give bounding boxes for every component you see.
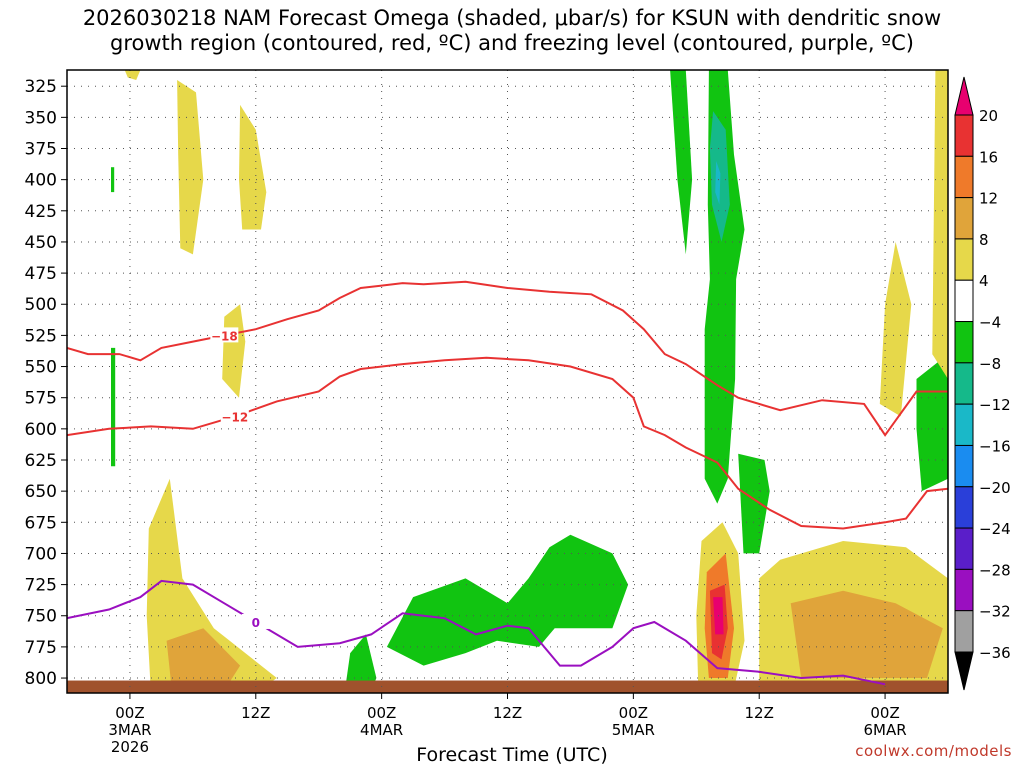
x-tick-year: 2026	[111, 738, 149, 756]
y-tick-label: 700	[25, 544, 57, 564]
y-tick-label: 550	[25, 358, 57, 378]
contour-label-dgz-minus12: −12	[221, 410, 248, 424]
colorbar-swatch	[954, 279, 974, 323]
y-tick-label: 800	[25, 669, 57, 689]
plot-area: −18 −12 0	[67, 70, 948, 693]
colorbar-swatch	[954, 155, 974, 199]
chart-title: 2026030218 NAM Forecast Omega (shaded, μ…	[0, 6, 1024, 56]
colorbar-label: −28	[979, 561, 1011, 579]
x-tick-label: 12Z	[241, 704, 270, 722]
y-tick-label: 650	[25, 482, 57, 502]
x-axis-label: Forecast Time (UTC)	[416, 744, 608, 766]
colorbar-label: −16	[979, 437, 1011, 455]
y-tick-label: 575	[25, 389, 57, 409]
contour-freezing-level	[67, 579, 886, 686]
colorbar-label: −12	[979, 396, 1011, 414]
contour-dgz-minus12	[67, 356, 948, 530]
contour-label-bg	[241, 613, 270, 629]
colorbar-label: 4	[979, 272, 989, 290]
x-tick-label: 00Z	[115, 704, 144, 722]
chart-title-line2: growth region (contoured, red, ºC) and f…	[110, 31, 914, 55]
x-tick-label: 00Z	[870, 704, 899, 722]
y-tick-label: 600	[25, 420, 57, 440]
colorbar-top-arrow	[954, 76, 974, 116]
omega-area-green-right-edge	[916, 354, 948, 492]
omega-area-cyan-core	[715, 161, 721, 205]
colorbar-swatch	[954, 403, 974, 446]
omega-area-green-small-top	[111, 167, 115, 193]
x-tick-label: 00Z	[619, 704, 648, 722]
colorbar-label: 12	[979, 190, 998, 208]
x-tick-date: 6MAR	[863, 721, 906, 739]
colorbar-label: −8	[979, 355, 1001, 373]
omega-area-yellow-upper-mid	[239, 104, 267, 230]
colorbar-swatch	[954, 568, 974, 612]
y-tick-label: 450	[25, 233, 57, 253]
colorbar-label: 20	[979, 107, 998, 125]
y-tick-label: 325	[25, 77, 57, 97]
y-tick-label: 625	[25, 451, 57, 471]
y-tick-label: 500	[25, 295, 57, 315]
colorbar-label: −4	[979, 314, 1001, 332]
x-tick-date: 4MAR	[360, 721, 403, 739]
colorbar-bottom-arrow	[954, 651, 974, 691]
y-tick-label: 750	[25, 607, 57, 627]
colorbar-label: −32	[979, 603, 1011, 621]
colorbar: 20 16 12 8 4 −4 −8 −12 −16 −20 −24 −28 −32 −36	[954, 76, 1011, 691]
credit-label: coolwx.com/models	[855, 742, 1012, 760]
colorbar-swatch	[954, 321, 974, 364]
contour-label-freezing-level: 0	[252, 616, 260, 630]
colorbar-label: −20	[979, 479, 1011, 497]
y-tick-label: 475	[25, 264, 57, 284]
colorbar-swatch	[954, 527, 974, 570]
colorbar-swatch	[954, 197, 974, 240]
omega-area-green-bottom-left	[344, 634, 377, 691]
omega-area-yellow-right-tall	[879, 241, 912, 417]
contour-label-bg	[210, 327, 239, 343]
y-tick-label: 350	[25, 108, 57, 128]
colorbar-swatch	[954, 362, 974, 405]
colorbar-label: 8	[979, 231, 989, 249]
omega-area-yellow-top-small	[124, 70, 141, 80]
y-tick-label: 775	[25, 638, 57, 658]
colorbar-label: 16	[979, 148, 998, 166]
y-tick-label: 375	[25, 139, 57, 159]
colorbar-swatch	[954, 444, 974, 488]
x-tick-date: 3MAR	[108, 721, 151, 739]
colorbar-swatch	[954, 114, 974, 157]
x-tick-label: 12Z	[745, 704, 774, 722]
omega-area-yellow-right-top	[932, 70, 948, 379]
omega-area-orange-low-left	[166, 628, 241, 691]
colorbar-label: −24	[979, 520, 1011, 538]
x-tick-date: 5MAR	[612, 721, 655, 739]
colorbar-label: −36	[979, 644, 1011, 662]
omega-area-green-low-right	[738, 453, 770, 554]
y-tick-label: 675	[25, 513, 57, 533]
x-tick-label: 12Z	[493, 704, 522, 722]
contour-dgz-minus18	[67, 280, 948, 437]
contour-label-dgz-minus18: −18	[211, 329, 238, 343]
omega-area-orange-low-right	[790, 590, 943, 678]
y-tick-label: 400	[25, 171, 57, 191]
y-tick-label: 425	[25, 202, 57, 222]
omega-area-yellow-mid-left	[222, 304, 246, 398]
x-tick-label: 00Z	[367, 704, 396, 722]
y-tick-label: 725	[25, 576, 57, 596]
colorbar-swatch	[954, 238, 974, 281]
contour-label-bg	[220, 408, 249, 424]
omega-area-green-upper-core	[670, 70, 693, 255]
omega-area-green-lower-band	[386, 534, 629, 666]
colorbar-swatch	[954, 610, 974, 653]
y-tick-label: 525	[25, 326, 57, 346]
omega-area-green-left-narrow	[111, 347, 116, 467]
colorbar-swatch	[954, 486, 974, 529]
omega-area-yellow-top-tall	[177, 80, 204, 255]
chart-title-line1: 2026030218 NAM Forecast Omega (shaded, μ…	[82, 6, 942, 30]
